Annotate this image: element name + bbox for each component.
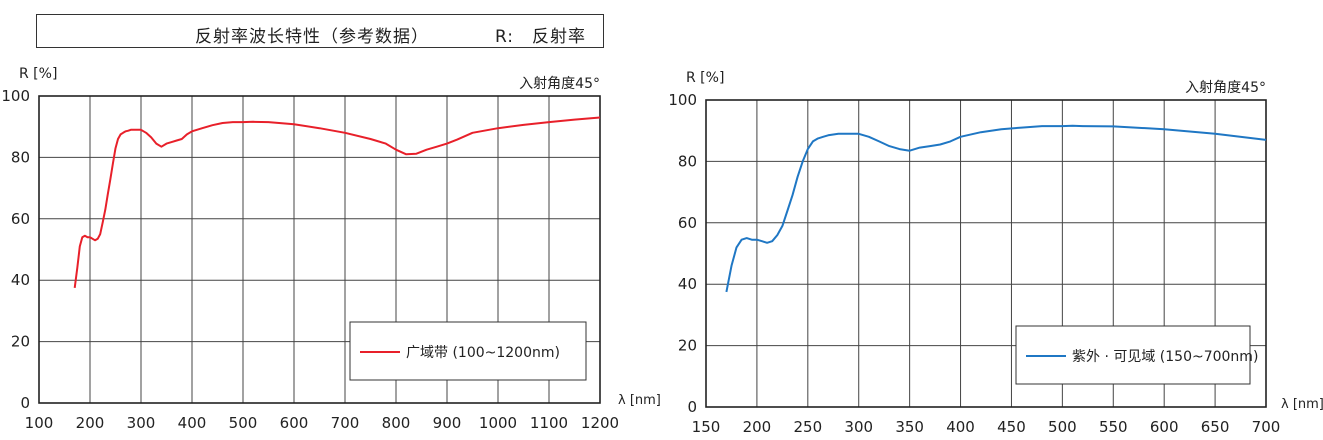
x-tick-label: 150 — [692, 418, 721, 436]
x-tick-label: 400 — [178, 414, 207, 432]
legend-label: 广域带 (100~1200nm) — [406, 345, 560, 361]
plot-frame — [705, 99, 1267, 408]
x-tick-label: 250 — [793, 418, 822, 436]
x-tick-label: 500 — [229, 414, 258, 432]
chart-1: 100 200 300 400 500 600 700 800 900 1000 1100 1200 0… — [1, 66, 661, 432]
y-tick-label: 40 — [11, 271, 30, 289]
x-tick-label: 600 — [1150, 418, 1179, 436]
x-tick-label: 300 — [127, 414, 156, 432]
x-tick-label: 300 — [844, 418, 873, 436]
x-tick-label: 700 — [1252, 418, 1281, 436]
x-tick-label: 600 — [280, 414, 309, 432]
y-tick-label: 80 — [11, 148, 30, 166]
y-tick-label: 100 — [1, 87, 30, 105]
y-axis-label: R [%] — [19, 66, 57, 82]
x-tick-label: 200 — [76, 414, 105, 432]
legend-label: 紫外 · 可见域 (150~700nm) — [1072, 349, 1258, 365]
series-line — [725, 124, 1267, 293]
y-tick-label: 100 — [668, 91, 697, 109]
plot-frame — [38, 95, 601, 404]
x-axis-label: λ [nm] — [618, 393, 661, 408]
title-legend: R: 反射率 — [495, 27, 587, 47]
x-tick-label: 800 — [382, 414, 411, 432]
title-box: 反射率波长特性（参考数据） R: 反射率 — [36, 14, 604, 48]
x-tick-label: 700 — [331, 414, 360, 432]
series-line — [73, 116, 601, 289]
chart-2: 150 200 250 300 350 400 450 500 550 600 650 700 0 20 4… — [668, 70, 1323, 436]
x-tick-label: 1100 — [530, 414, 568, 432]
y-tick-label: 20 — [11, 333, 30, 351]
x-tick-label: 450 — [997, 418, 1026, 436]
x-tick-label: 1200 — [581, 414, 619, 432]
x-tick-label: 550 — [1099, 418, 1128, 436]
chart-title: 反射率波长特性（参考数据） — [195, 27, 429, 47]
y-tick-label: 40 — [678, 275, 697, 293]
y-tick-label: 60 — [11, 210, 30, 228]
x-tick-label: 500 — [1048, 418, 1077, 436]
x-tick-label: 650 — [1201, 418, 1230, 436]
y-tick-label: 0 — [20, 394, 30, 412]
x-tick-label: 350 — [895, 418, 924, 436]
y-tick-label: 80 — [678, 152, 697, 170]
y-tick-label: 0 — [687, 398, 697, 416]
angle-annotation: 入射角度45° — [1185, 80, 1266, 96]
x-axis-label: λ [nm] — [1281, 397, 1323, 412]
x-tick-label: 400 — [946, 418, 975, 436]
angle-annotation: 入射角度45° — [519, 76, 600, 92]
x-tick-label: 200 — [743, 418, 772, 436]
x-tick-label: 900 — [433, 414, 462, 432]
y-tick-label: 20 — [678, 337, 697, 355]
x-tick-label: 1000 — [479, 414, 517, 432]
y-axis-label: R [%] — [686, 70, 724, 86]
y-tick-label: 60 — [678, 214, 697, 232]
x-tick-label: 100 — [25, 414, 54, 432]
